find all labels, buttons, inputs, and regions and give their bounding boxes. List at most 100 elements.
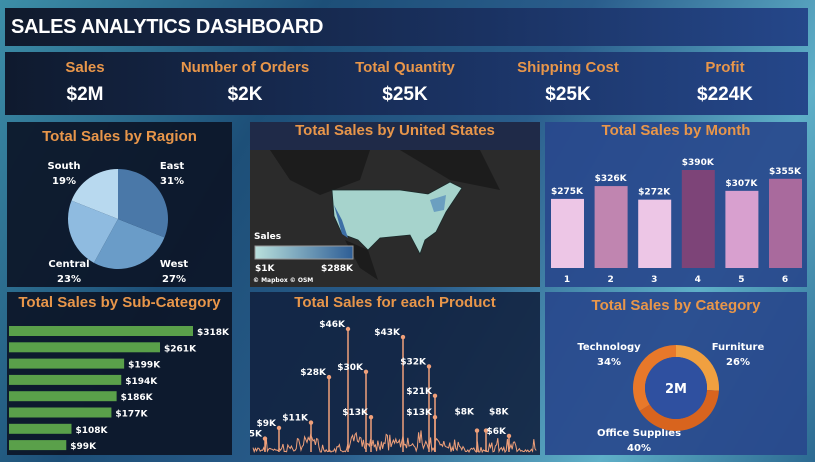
product-peak-point [368,415,374,420]
month-bar-label: $272K [638,188,671,198]
month-bar-label: $390K [682,158,715,168]
product-peak-label: $9K [257,419,278,429]
subcategory-bar [9,423,72,434]
product-peak-point [400,334,406,340]
region-panel: Total Sales by Ragion South 19% East 31%… [7,122,232,287]
kpi-shipping: Shipping Cost $25K [488,52,648,106]
month-bar [681,170,715,268]
panel-title: Total Sales by Category [591,297,761,314]
donut-center [645,357,707,419]
month-bar-label: $355K [769,167,802,177]
pct-technology: 34% [597,357,621,368]
subcategory-bar [9,342,161,353]
kpi-label: Shipping Cost [517,59,619,76]
product-peak-point [262,436,268,441]
kpi-profit: Profit $224K [645,52,805,106]
product-peak-label: $21K [406,387,433,397]
product-peak-point [345,326,351,332]
subcategory-bar-chart: $318K$261K$199K $194K $186K $177K $108K $99K [9,326,230,452]
product-peak-label: $32K [400,357,427,367]
kpi-value: $2K [227,84,263,105]
month-bar-label: $275K [551,187,584,197]
product-peak-point [432,393,438,399]
pie-slice-west [93,219,165,269]
product-peak-label: $11K [282,414,309,424]
product-peak-point [506,433,512,439]
kpi-label: Number of Orders [180,59,310,76]
subcategory-bar [9,391,117,402]
kpi-bar: Sales $2M Number of Orders $2K Total Quant… [5,52,808,115]
kpi-value: $25K [545,84,591,105]
product-peak-label: $13K [406,408,433,418]
pct-office-supplies: 40% [627,443,651,454]
label-technology: Technology [577,342,641,353]
kpi-label: Sales [65,59,105,76]
product-peak-label: $46K [319,320,346,330]
panel-title: Total Sales by Sub-Category [18,294,221,311]
kpi-value: $2M [66,84,104,105]
month-bar-label: $307K [725,179,758,189]
kpi-sales: Sales $2M [5,52,165,106]
month-bar [769,178,802,268]
pct-central: 23% [57,274,81,285]
month-bar-label: $326K [595,174,628,184]
subcategory-bar-label: $194K [125,377,158,387]
pct-south: 19% [52,176,76,187]
month-tick-label: 6 [782,275,788,285]
product-peak-label: $30K [337,363,364,373]
us-sales-map[interactable]: Sales $1K $288K © Mapbox © OSM [250,150,540,287]
us-states[interactable] [331,181,463,255]
product-peak-point [474,428,480,433]
subcategory-bar [9,440,67,451]
region-pie-chart: South 19% East 31% Central 23% West 27% [47,161,188,285]
california[interactable] [334,205,348,238]
legend-min: $1K [255,264,276,274]
kpi-label: Profit [705,59,745,76]
panel-title: Total Sales by United States [295,122,495,139]
label-south: South [47,161,80,172]
product-peak-point [276,425,282,431]
title-bar: SALES ANALYTICS DASHBOARD [5,8,808,46]
pct-west: 27% [162,274,186,285]
legend-gradient [254,245,354,260]
dashboard-title: SALES ANALYTICS DASHBOARD [11,16,324,38]
panel-title: Total Sales for each Product [294,294,496,311]
product-peak-label: $8K [455,408,476,418]
month-tick-label: 1 [564,275,570,285]
pie-slice-central [68,200,118,263]
product-peak-label: $28K [300,368,327,378]
subcategory-bar-label: $108K [75,426,108,436]
subcategory-bar-label: $261K [164,344,197,354]
legend-title: Sales [254,232,281,242]
month-tick-label: 4 [695,275,701,285]
donut-slice-office-supplies [639,389,719,431]
month-tick-label: 3 [651,275,657,285]
pie-slice-east [118,169,168,238]
donut-slice-furniture [676,345,719,391]
kpi-orders: Number of Orders $2K [165,52,325,106]
product-peak-point [432,415,438,420]
product-peak-point [308,420,314,425]
pct-furniture: 26% [726,357,750,368]
subcategory-bar [9,358,125,369]
label-east: East [160,161,185,172]
map-attribution: © Mapbox © OSM [253,277,313,284]
product-peak-label: $6K [487,427,508,437]
product-peak-label: $43K [374,328,401,338]
label-furniture: Furniture [712,342,765,353]
subcategory-bar-label: $99K [70,442,97,452]
panel-title: Total Sales by Ragion [42,128,197,145]
new-york[interactable] [430,195,446,212]
legend-max: $288K [321,264,354,274]
product-peak-label: $5K [250,430,263,440]
donut-center-label: 2M [665,382,687,397]
kpi-value: $25K [382,84,428,105]
subcategory-bar-label: $177K [115,410,148,420]
product-panel: Total Sales for each Product $5K$9K $11K $… [250,292,540,455]
month-bar-chart: $275K 1 $326K 2 $272K 3 $390K 4 $307K 5 $355K 6 [551,158,802,285]
pct-east: 31% [160,176,184,187]
month-tick-label: 5 [738,275,744,285]
subcategory-bar [9,407,112,418]
product-peak-point [326,374,332,380]
kpi-quantity: Total Quantity $25K [325,52,485,106]
